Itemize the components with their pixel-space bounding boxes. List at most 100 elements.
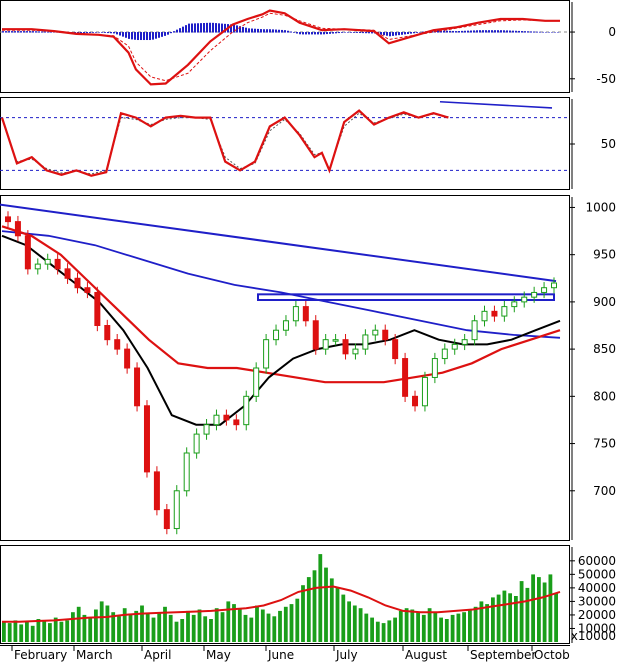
macd-histogram-bar	[50, 31, 52, 33]
macd-histogram-bar	[452, 30, 454, 33]
macd-histogram-bar	[470, 30, 472, 33]
volume-bar	[53, 617, 58, 642]
price-candle-body	[203, 424, 210, 435]
price-candle-body	[372, 329, 379, 336]
macd-histogram-bar	[29, 31, 31, 33]
text-layer: 0 -50 50 1000 950 900 850 800 750 700 600005000040…	[14, 25, 616, 662]
macd-histogram-bar	[419, 31, 421, 33]
macd-histogram-bar	[8, 31, 10, 33]
volume-bar	[416, 612, 420, 642]
macd-histogram-bar	[518, 30, 520, 33]
volume-bar	[341, 594, 346, 642]
price-tick-label-750: 750	[593, 437, 616, 451]
macd-histogram-bar	[494, 30, 496, 33]
volume-bar	[191, 614, 196, 642]
volume-bar	[255, 605, 259, 642]
volume-ma-line	[2, 585, 561, 623]
volume-bar	[145, 613, 150, 642]
price-candle-body	[412, 395, 419, 407]
price-candle-body	[253, 367, 260, 397]
price-candle-body	[541, 287, 548, 293]
volume-bar	[352, 605, 357, 642]
volume-bar	[318, 554, 323, 642]
volume-bar	[289, 604, 294, 642]
macd-histogram-bar	[305, 32, 307, 35]
volume-bar	[387, 620, 392, 642]
volume-tick-label-40000: 40000	[578, 581, 616, 595]
macd-histogram-bar	[257, 28, 259, 33]
volume-bar	[531, 574, 535, 642]
volume-bar	[59, 621, 64, 642]
macd-histogram-bar	[362, 32, 364, 34]
price-candle-body	[273, 329, 280, 341]
volume-bar	[537, 577, 541, 642]
price-candle-body	[511, 301, 518, 308]
price-candle-body	[421, 376, 428, 407]
volume-bar	[496, 594, 501, 642]
macd-histogram-bar	[299, 32, 301, 35]
volume-bar	[19, 624, 24, 642]
macd-histogram-bar	[170, 32, 172, 34]
volume-bar	[122, 608, 127, 642]
macd-histogram-bar	[272, 29, 274, 33]
price-tick-label-800: 800	[593, 389, 616, 403]
macd-histogram-bar	[182, 26, 184, 33]
volume-bar	[232, 604, 236, 642]
volume-bar	[398, 610, 403, 642]
macd-histogram-bar	[221, 23, 223, 33]
price-candle-body	[551, 282, 557, 289]
macd-histogram-bar	[413, 32, 415, 34]
macd-histogram-bar	[398, 32, 400, 36]
volume-bar	[479, 601, 484, 642]
macd-histogram-bar	[245, 27, 247, 33]
macd-histogram-bar	[275, 29, 277, 33]
macd-histogram-bar	[296, 32, 298, 34]
volume-bar	[237, 609, 242, 642]
macd-histogram-bar	[266, 29, 268, 33]
macd-histogram-bar	[527, 31, 529, 33]
price-upper-trendline	[0, 203, 557, 283]
volume-bar	[329, 578, 334, 642]
macd-histogram-bar	[122, 32, 124, 37]
macd-histogram-bar	[2, 31, 4, 33]
volume-bar	[174, 621, 179, 642]
macd-histogram-bar	[230, 24, 232, 33]
price-candle-body	[263, 339, 270, 369]
volume-bar	[111, 612, 116, 642]
macd-histogram-bar	[188, 23, 190, 33]
macd-histogram-bar	[311, 32, 313, 35]
macd-histogram-bar	[200, 23, 202, 33]
volume-bar	[491, 597, 495, 642]
macd-histogram-bar	[134, 32, 136, 40]
macd-histogram-bar	[23, 31, 25, 33]
macd-histogram-bar	[17, 31, 19, 33]
volume-bar	[444, 619, 449, 642]
price-candle-body	[223, 414, 230, 421]
macd-histogram-bar	[335, 32, 337, 34]
macd-histogram-bar	[338, 32, 340, 34]
volume-tick-label-60000: 60000	[578, 554, 616, 568]
price-ma-blue	[1, 230, 561, 339]
macd-histogram-bar	[401, 32, 403, 35]
macd-histogram-bar	[521, 31, 523, 33]
volume-bar	[163, 606, 167, 642]
macd-histogram-bar	[236, 25, 238, 33]
macd-histogram-bar	[542, 31, 544, 33]
macd-histogram-bar	[368, 32, 370, 34]
x-tick-label-july: July	[335, 648, 358, 662]
volume-bar	[117, 616, 121, 642]
macd-histogram-bar	[41, 31, 43, 33]
macd-histogram-bar	[497, 30, 499, 33]
macd-histogram-bar	[149, 32, 151, 41]
x-tick-label-february: February	[14, 648, 67, 662]
macd-histogram-bar	[488, 30, 490, 33]
macd-histogram-bar	[386, 32, 388, 36]
macd-histogram-bar	[446, 30, 448, 33]
macd-histogram-bar	[509, 30, 511, 33]
x-tick-label-april: April	[144, 648, 171, 662]
price-candle-body	[431, 358, 438, 378]
macd-histogram-bar	[443, 30, 445, 33]
volume-bar	[209, 619, 213, 642]
volume-bar	[364, 613, 369, 642]
macd-histogram-bar	[416, 32, 418, 33]
